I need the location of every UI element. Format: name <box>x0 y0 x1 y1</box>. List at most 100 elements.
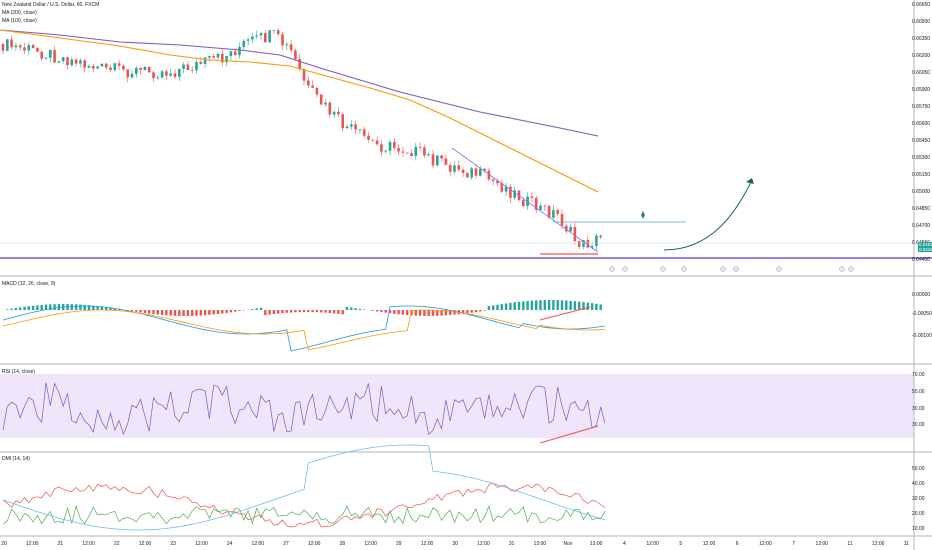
candle-body <box>573 227 577 241</box>
macd-bar <box>470 310 473 313</box>
event-flag-icon <box>720 266 726 272</box>
macd-line <box>2 305 606 352</box>
time-tick-label: 27 <box>283 541 289 547</box>
event-flag-icon <box>839 266 845 272</box>
candle-body <box>444 158 448 165</box>
macd-bar <box>436 310 439 316</box>
candle-body <box>143 67 147 70</box>
rsi-divergence-line <box>539 425 599 444</box>
macd-bar <box>186 310 190 316</box>
candle-body <box>380 144 383 152</box>
candle-body <box>599 235 602 238</box>
candle-body <box>474 168 478 176</box>
macd-bar <box>182 310 185 316</box>
macd-bar <box>358 308 362 310</box>
indicator-tick-label: -0.00050 <box>912 311 932 317</box>
macd-bar <box>195 310 198 316</box>
candle-body <box>405 152 409 154</box>
macd-bar <box>552 300 555 310</box>
candle-body <box>165 71 168 76</box>
macd-bar <box>345 306 349 310</box>
candle-body <box>216 53 220 58</box>
candle-body <box>569 227 572 232</box>
candle-body <box>57 61 61 63</box>
macd-bar <box>225 310 228 313</box>
candle-body <box>354 124 357 130</box>
time-tick-label: 12:00 <box>533 541 547 547</box>
macd-bar <box>535 300 538 310</box>
candle-body <box>178 69 181 77</box>
event-flag-icon <box>776 266 782 272</box>
macd-bar <box>6 309 9 310</box>
candle-body <box>117 63 121 66</box>
time-tick-label: 23 <box>170 541 176 547</box>
candle-body <box>461 169 465 174</box>
time-tick-label: 12:00 <box>307 541 321 547</box>
ma100-line <box>0 29 599 193</box>
price-tick-label: 0.65000 <box>912 189 931 195</box>
macd-bar <box>354 308 357 310</box>
macd-bar <box>113 308 116 310</box>
macd-bar <box>169 310 172 316</box>
candle-body <box>264 33 267 43</box>
candle-body <box>195 61 198 71</box>
time-tick-label: 12:00 <box>759 541 772 547</box>
candle-body <box>233 51 237 56</box>
time-tick-label: Nov <box>563 541 573 547</box>
macd-bar <box>130 310 134 312</box>
candle-body <box>440 155 443 159</box>
candle-body <box>10 39 13 48</box>
arrow-head <box>746 178 754 184</box>
candle-body <box>152 72 155 79</box>
macd-bar <box>208 310 211 315</box>
time-tick-label: 12:00 <box>815 541 829 547</box>
time-tick-label: 30 <box>452 541 458 547</box>
macd-bar <box>509 302 512 310</box>
time-tick-label: 4 <box>623 541 626 547</box>
candle-body <box>113 63 117 71</box>
indicator-panes <box>2 300 606 531</box>
price-tick-label: 0.66650 <box>912 2 931 8</box>
macd-bar <box>264 310 267 316</box>
macd-legend: MACD (12, 26, close, 9) <box>2 281 56 287</box>
macd-bar <box>191 310 194 316</box>
candle-body <box>483 168 486 171</box>
macd-bar <box>350 307 353 310</box>
macd-bar <box>31 305 35 310</box>
candle-body <box>242 40 246 47</box>
macd-bar <box>500 304 503 310</box>
candle-body <box>509 186 512 198</box>
macd-bar <box>294 310 297 313</box>
macd-bar <box>578 301 581 310</box>
candle-body <box>14 45 18 48</box>
macd-bar <box>332 310 336 314</box>
macd-bar <box>10 308 13 310</box>
macd-bar <box>595 303 598 310</box>
candle-body <box>367 135 370 140</box>
candle-body <box>70 59 74 66</box>
candle-body <box>427 154 430 156</box>
time-tick-label: 12:00 <box>420 541 434 547</box>
candle-body <box>203 57 207 65</box>
macd-bar <box>315 310 319 313</box>
macd-bar <box>440 310 443 316</box>
price-tick-label: 0.66050 <box>912 70 931 76</box>
candle-body <box>169 73 172 76</box>
macd-bar <box>92 305 95 310</box>
indicator-tick-label: 30.00 <box>912 406 925 412</box>
candle-body <box>358 129 362 131</box>
rsi-legend: RSI (14, close) <box>2 369 36 375</box>
candle-body <box>44 57 48 59</box>
candle-body <box>393 141 396 148</box>
candle-body <box>61 57 65 62</box>
indicator-tick-label: 50.00 <box>912 466 925 472</box>
macd-bar <box>238 310 241 312</box>
macd-bar <box>281 310 284 314</box>
candle-body <box>49 49 52 58</box>
candle-body <box>543 205 547 207</box>
macd-bar <box>277 310 280 314</box>
macd-bar <box>547 300 551 310</box>
indicator-tick-label: 30.00 <box>912 422 925 428</box>
